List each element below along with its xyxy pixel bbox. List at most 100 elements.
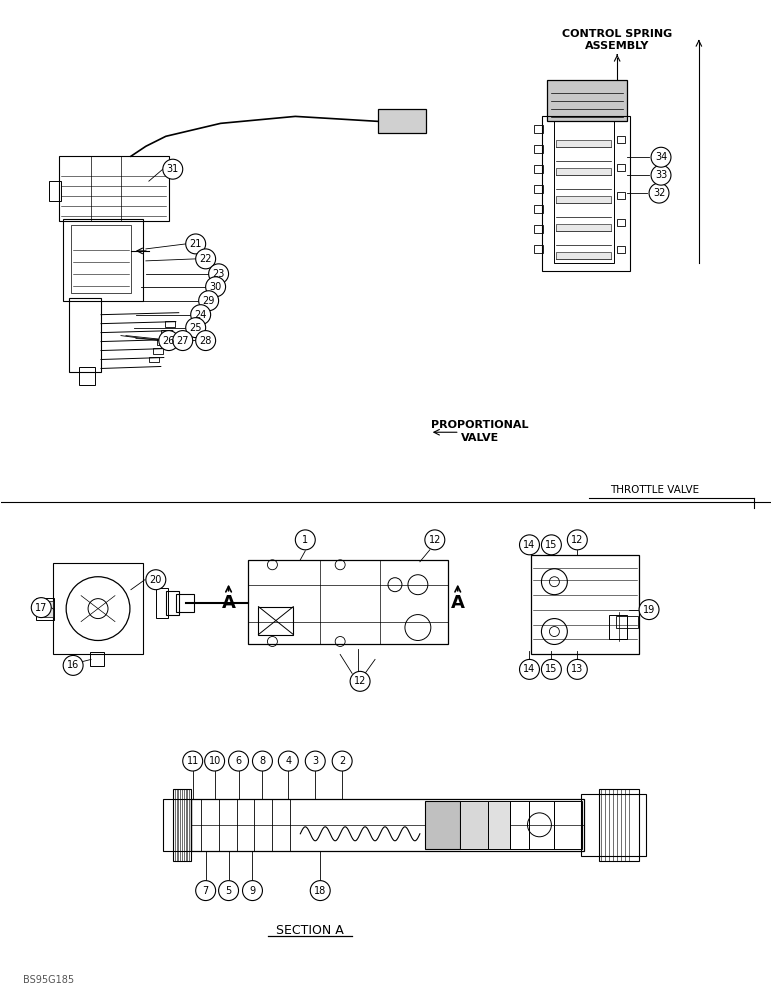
Circle shape <box>332 751 352 771</box>
Bar <box>49 181 61 201</box>
Bar <box>173 789 191 861</box>
Bar <box>557 168 611 175</box>
Bar <box>176 594 194 612</box>
Text: 4: 4 <box>286 756 291 766</box>
Text: 9: 9 <box>249 886 256 896</box>
Text: A: A <box>222 594 235 612</box>
Circle shape <box>208 264 229 284</box>
Bar <box>378 109 426 133</box>
Text: 16: 16 <box>67 660 80 670</box>
Circle shape <box>520 535 540 555</box>
Circle shape <box>649 183 669 203</box>
Circle shape <box>541 659 561 679</box>
Circle shape <box>425 530 445 550</box>
Bar <box>156 588 168 618</box>
Circle shape <box>186 318 205 338</box>
Bar <box>488 801 510 849</box>
Text: SECTION A: SECTION A <box>276 924 344 937</box>
Bar <box>531 555 639 654</box>
Text: 25: 25 <box>189 323 202 333</box>
Text: 12: 12 <box>428 535 441 545</box>
Circle shape <box>229 751 249 771</box>
Circle shape <box>296 530 315 550</box>
Bar <box>530 801 554 849</box>
Circle shape <box>567 530 587 550</box>
Bar <box>166 591 179 615</box>
Circle shape <box>63 655 83 675</box>
Bar <box>534 125 543 133</box>
Circle shape <box>186 234 205 254</box>
Circle shape <box>279 751 298 771</box>
Bar <box>460 801 488 849</box>
Bar <box>543 116 630 271</box>
Bar <box>534 145 543 153</box>
Circle shape <box>191 305 211 325</box>
Circle shape <box>651 147 671 167</box>
Circle shape <box>195 249 215 269</box>
Text: 27: 27 <box>177 336 189 346</box>
Text: 32: 32 <box>653 188 665 198</box>
Circle shape <box>350 671 370 691</box>
Circle shape <box>305 751 325 771</box>
Circle shape <box>146 570 166 590</box>
Bar <box>534 205 543 213</box>
Bar <box>534 185 543 193</box>
Bar <box>581 794 646 856</box>
Bar <box>161 330 171 336</box>
Circle shape <box>183 751 203 771</box>
Bar <box>534 165 543 173</box>
Text: 6: 6 <box>235 756 242 766</box>
Text: 12: 12 <box>571 535 584 545</box>
Bar <box>164 321 174 327</box>
Text: 19: 19 <box>643 605 655 615</box>
Bar <box>534 245 543 253</box>
Bar <box>69 298 101 372</box>
Text: 7: 7 <box>202 886 208 896</box>
Circle shape <box>252 751 273 771</box>
Text: 30: 30 <box>209 282 222 292</box>
Bar <box>90 652 104 666</box>
Text: ASSEMBLY: ASSEMBLY <box>585 41 649 51</box>
Bar <box>617 246 625 253</box>
Bar <box>249 560 448 644</box>
Text: 13: 13 <box>571 664 584 674</box>
Circle shape <box>159 331 179 351</box>
Bar <box>510 801 530 849</box>
Bar <box>599 789 639 861</box>
Bar <box>547 80 627 121</box>
Bar <box>425 801 460 849</box>
Bar <box>191 799 584 851</box>
Text: 11: 11 <box>187 756 199 766</box>
Bar <box>259 607 293 635</box>
Text: 23: 23 <box>212 269 225 279</box>
Text: 34: 34 <box>655 152 667 162</box>
Bar <box>59 156 169 221</box>
Text: 29: 29 <box>202 296 215 306</box>
Circle shape <box>310 881 330 901</box>
Bar <box>79 367 95 385</box>
Bar <box>163 799 191 851</box>
Text: 17: 17 <box>35 603 47 613</box>
Text: 21: 21 <box>189 239 201 249</box>
Bar <box>554 801 582 849</box>
Bar <box>617 192 625 199</box>
Text: A: A <box>451 594 465 612</box>
Bar <box>617 136 625 143</box>
Circle shape <box>198 291 218 311</box>
Text: 1: 1 <box>302 535 308 545</box>
Bar <box>157 339 167 345</box>
Text: 18: 18 <box>314 886 327 896</box>
Bar <box>557 224 611 231</box>
Bar <box>53 563 143 654</box>
Circle shape <box>163 159 183 179</box>
Bar <box>557 196 611 203</box>
Text: THROTTLE VALVE: THROTTLE VALVE <box>610 485 699 495</box>
Bar <box>609 615 627 639</box>
Text: 2: 2 <box>339 756 345 766</box>
Circle shape <box>218 881 239 901</box>
Text: 24: 24 <box>195 310 207 320</box>
Bar <box>557 252 611 259</box>
Text: 31: 31 <box>167 164 179 174</box>
Text: 14: 14 <box>523 540 536 550</box>
Bar <box>557 140 611 147</box>
